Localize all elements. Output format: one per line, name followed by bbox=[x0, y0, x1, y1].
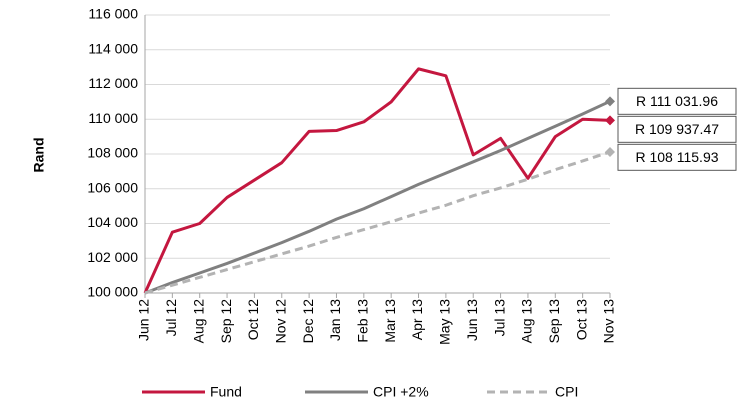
x-tick-label: Nov 12 bbox=[272, 299, 288, 344]
series-line bbox=[144, 99, 611, 295]
x-tick-label: Aug 12 bbox=[190, 299, 206, 344]
value-label-box bbox=[617, 87, 737, 115]
value-label: R 109 937.47 bbox=[635, 121, 719, 137]
legend-label: CPI +2% bbox=[373, 384, 429, 400]
y-tick-label: 114 000 bbox=[88, 40, 138, 56]
y-tick-label: 112 000 bbox=[88, 75, 138, 91]
x-tick-label: Jun 12 bbox=[136, 299, 152, 341]
y-tick-label: 108 000 bbox=[87, 145, 138, 161]
y-axis-label: Rand bbox=[31, 138, 47, 173]
x-tick-label: Jul 12 bbox=[163, 299, 179, 337]
end-marker bbox=[605, 146, 615, 157]
series-line bbox=[144, 150, 611, 295]
x-tick-label: Dec 12 bbox=[300, 299, 316, 344]
value-label-box bbox=[617, 115, 737, 143]
y-tick-label: 110 000 bbox=[88, 110, 138, 126]
x-tick-label: Mar 13 bbox=[382, 299, 398, 343]
x-tick-label: Sep 12 bbox=[218, 299, 234, 344]
series-line bbox=[143, 67, 611, 294]
x-tick-label: Sep 13 bbox=[546, 299, 562, 344]
y-tick-label: 116 000 bbox=[88, 6, 138, 22]
y-tick-label: 104 000 bbox=[87, 214, 138, 230]
end-marker bbox=[605, 115, 615, 126]
value-label: R 108 115.93 bbox=[635, 149, 718, 165]
x-tick-label: Jul 13 bbox=[491, 299, 507, 337]
y-tick-label: 106 000 bbox=[87, 179, 138, 195]
x-tick-label: Feb 13 bbox=[355, 299, 371, 343]
x-tick-label: Jan 13 bbox=[327, 299, 343, 341]
y-tick-label: 100 000 bbox=[87, 284, 138, 300]
legend-label: Fund bbox=[210, 384, 242, 400]
legend-label: CPI bbox=[555, 384, 578, 400]
x-tick-label: Oct 13 bbox=[573, 299, 589, 340]
y-tick-label: 102 000 bbox=[87, 249, 138, 265]
value-label: R 111 031.96 bbox=[636, 93, 718, 109]
x-tick-label: Aug 13 bbox=[519, 299, 535, 344]
x-tick-label: Nov 13 bbox=[601, 299, 617, 344]
x-tick-label: Oct 12 bbox=[245, 299, 261, 340]
end-marker bbox=[605, 96, 615, 107]
x-tick-label: Apr 13 bbox=[409, 299, 425, 340]
x-tick-label: May 13 bbox=[437, 299, 453, 345]
x-tick-label: Jun 13 bbox=[464, 299, 480, 341]
value-label-box bbox=[617, 143, 737, 171]
